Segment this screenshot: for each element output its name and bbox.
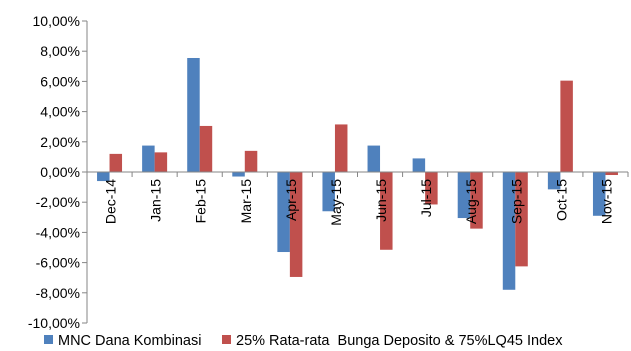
y-tick-label: 6,00% (40, 73, 80, 89)
legend-label-series-1: MNC Dana Kombinasi (58, 333, 201, 349)
y-axis-ticks: 10,00% 8,00% 6,00% 4,00% 2,00% 0,00% -2,00% -4,… (28, 13, 87, 331)
bar-series-1-jan-15 (142, 145, 155, 172)
x-tick-label: Apr-15 (283, 179, 299, 221)
x-axis-labels: Dec-14 Jan-15 Feb-15 Mar-15 Apr-15 May-15 Jun-… (86, 172, 629, 226)
bar-series-1-dec-14 (97, 172, 110, 182)
bar-series-2-jan-15 (154, 152, 168, 172)
bar-series-1-jun-15 (367, 145, 381, 172)
x-tick-label: Jul-15 (418, 179, 434, 217)
legend-swatch-series-2 (222, 335, 231, 344)
x-tick-label: Oct-15 (553, 179, 569, 221)
legend-label-series-2: 25% Rata-rata Bunga Deposito & 75%LQ45 I… (236, 333, 563, 349)
bar-series-2-apr-15 (289, 172, 303, 277)
bar-series-1-jul-15 (412, 158, 426, 172)
y-tick-label: 2,00% (40, 134, 80, 150)
y-tick-label: -8,00% (36, 285, 80, 301)
y-tick-label: -10,00% (28, 315, 80, 331)
bars (97, 57, 618, 290)
x-tick-label: May-15 (328, 179, 344, 226)
bar-series-2-dec-14 (109, 153, 123, 172)
bar-series-1-sep-15 (502, 172, 516, 290)
legend: MNC Dana Kombinasi 25% Rata-rata Bunga D… (44, 333, 563, 349)
x-tick-label: Aug-15 (463, 179, 479, 224)
bar-series-2-jun-15 (380, 172, 393, 250)
x-tick-label: Jun-15 (373, 179, 389, 222)
y-tick-label: -6,00% (36, 255, 80, 271)
x-tick-label: Feb-15 (193, 179, 209, 224)
bar-series-2-sep-15 (515, 172, 528, 267)
bar-series-2-feb-15 (199, 125, 213, 172)
x-tick-label: Jan-15 (148, 179, 164, 222)
x-tick-label: Nov-15 (598, 179, 614, 224)
bar-series-1-feb-15 (187, 57, 200, 173)
bar-series-2-oct-15 (560, 80, 573, 172)
y-tick-label: 8,00% (40, 43, 80, 59)
bar-series-2-may-15 (334, 124, 348, 172)
x-tick-label: Dec-14 (103, 179, 119, 224)
bar-series-2-jul-15 (425, 172, 438, 205)
bar-series-1-mar-15 (232, 172, 245, 177)
y-tick-label: 4,00% (40, 104, 80, 120)
bar-series-1-oct-15 (547, 172, 561, 190)
bar-series-1-aug-15 (457, 172, 471, 219)
bar-series-1-may-15 (322, 172, 335, 212)
bar-series-2-mar-15 (244, 150, 258, 172)
bar-series-1-apr-15 (277, 172, 290, 253)
y-tick-label: -4,00% (36, 224, 80, 240)
bar-series-2-aug-15 (470, 172, 483, 229)
bar-series-1-nov-15 (592, 172, 606, 216)
y-tick-label: 10,00% (33, 13, 80, 29)
x-tick-label: Mar-15 (238, 179, 254, 224)
legend-swatch-series-1 (44, 335, 53, 344)
bar-series-2-nov-15 (605, 172, 618, 176)
x-tick-label: Sep-15 (508, 179, 524, 224)
y-tick-label: -2,00% (36, 194, 80, 210)
y-tick-label: 0,00% (40, 164, 80, 180)
